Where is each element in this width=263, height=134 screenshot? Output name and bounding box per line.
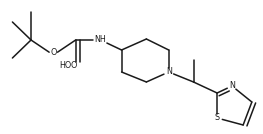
Text: O: O [70, 62, 76, 70]
Text: N: N [166, 68, 172, 77]
Text: HO: HO [60, 62, 72, 70]
Text: O: O [50, 49, 57, 57]
Text: S: S [215, 113, 220, 122]
Text: NH: NH [95, 36, 106, 44]
Text: N: N [229, 81, 235, 90]
